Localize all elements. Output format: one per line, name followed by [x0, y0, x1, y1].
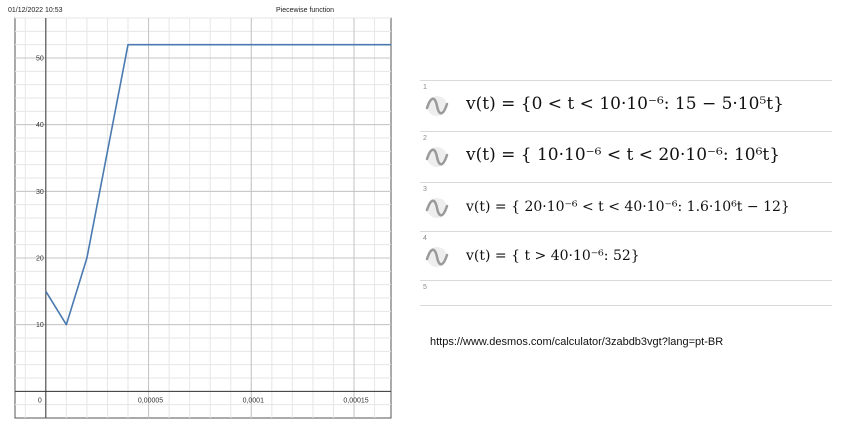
x-tick-label: 0 [38, 397, 42, 404]
expression-number: 2 [423, 135, 427, 142]
graph-canvas[interactable]: 0 0,00005 0,0001 0,00015 10 20 30 40 50 [0, 0, 400, 423]
chart-title: Piecewise function [276, 7, 334, 14]
y-tick-label: 20 [36, 256, 44, 263]
wave-icon[interactable] [424, 246, 450, 268]
expression-row-2[interactable]: 2 v(t) = { 10·10⁻⁶ < t < 20·10⁻⁶: 10⁶t} [420, 131, 832, 182]
x-tick-label: 0,00015 [343, 397, 368, 404]
timestamp: 01/12/2022 10:53 [8, 7, 63, 14]
expression-row-3[interactable]: 3 v(t) = { 20·10⁻⁶ < t < 40·10⁻⁶: 1.6·10… [420, 182, 832, 231]
wave-icon[interactable] [424, 95, 450, 117]
y-tick-label: 50 [36, 56, 44, 63]
expression-number: 5 [423, 284, 427, 291]
expression-formula[interactable]: v(t) = { 10·10⁻⁶ < t < 20·10⁻⁶: 10⁶t} [466, 145, 781, 165]
expression-formula[interactable]: v(t) = { t > 40·10⁻⁶: 52} [466, 248, 640, 264]
expression-number: 1 [423, 84, 427, 91]
calculator-url[interactable]: https://www.desmos.com/calculator/3zabdb… [430, 336, 724, 348]
expression-formula[interactable]: v(t) = { 20·10⁻⁶ < t < 40·10⁻⁶: 1.6·10⁶t… [466, 199, 790, 215]
expression-list: 1 v(t) = {0 < t < 10·10⁻⁶: 15 − 5·10⁵t} … [420, 80, 832, 306]
expression-formula[interactable]: v(t) = {0 < t < 10·10⁻⁶: 15 − 5·10⁵t} [466, 94, 784, 114]
y-tick-label: 30 [36, 189, 44, 196]
y-tick-label: 10 [36, 322, 44, 329]
expression-row-4[interactable]: 4 v(t) = { t > 40·10⁻⁶: 52} [420, 231, 832, 280]
x-tick-label: 0,0001 [243, 397, 265, 404]
expression-row-5[interactable]: 5 [420, 280, 832, 306]
expression-row-1[interactable]: 1 v(t) = {0 < t < 10·10⁻⁶: 15 − 5·10⁵t} [420, 80, 832, 131]
expression-number: 3 [423, 186, 427, 193]
expression-number: 4 [423, 235, 427, 242]
wave-icon[interactable] [424, 197, 450, 219]
y-tick-label: 40 [36, 122, 44, 129]
x-tick-label: 0,00005 [138, 397, 163, 404]
wave-icon[interactable] [424, 146, 450, 168]
